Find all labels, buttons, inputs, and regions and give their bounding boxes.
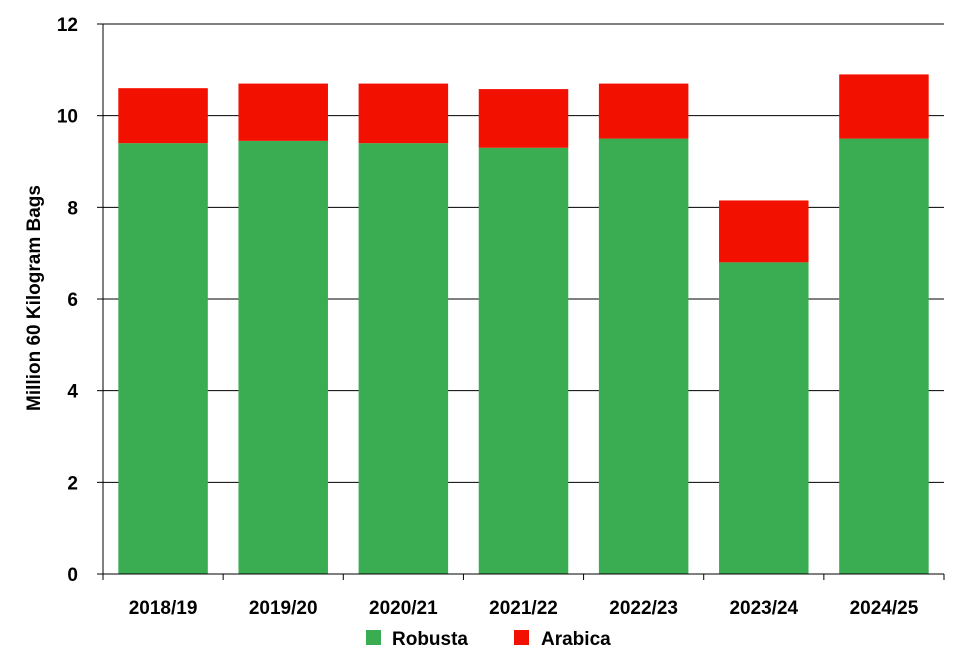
bar-arabica-2019-20 [238,83,328,141]
y-tick-label: 12 [57,15,78,36]
y-tick-labels: 0 2 4 6 8 10 12 [57,15,79,586]
legend: Robusta Arabica [366,629,611,650]
bar-robusta-2024-25 [839,138,929,575]
bar-arabica-2024-25 [839,74,929,139]
bar-robusta-2018-19 [118,143,208,574]
x-tick-label: 2019/20 [249,598,318,619]
x-tick-label: 2022/23 [609,598,678,619]
y-tick-label: 8 [67,198,78,219]
bar-arabica-2020-21 [358,83,449,144]
legend-swatch-arabica [514,630,529,645]
y-tick-label: 6 [67,290,78,311]
y-axis-title: Million 60 Kilogram Bags [24,185,45,411]
bar-robusta-2020-21 [358,143,449,574]
x-tick-label: 2023/24 [729,598,798,619]
x-tick-labels: 2018/19 2019/20 2020/21 2021/22 2022/23 2023/… [129,598,919,619]
bars [118,74,929,575]
x-tick-label: 2021/22 [489,598,558,619]
x-tick-label: 2018/19 [129,598,198,619]
axes [97,23,945,580]
x-tick-label: 2020/21 [369,598,438,619]
bar-robusta-2023-24 [719,262,809,574]
bar-robusta-2021-22 [478,147,569,574]
bar-robusta-2022-23 [598,138,689,575]
bar-arabica-2022-23 [598,83,689,139]
y-tick-label: 10 [57,107,78,128]
legend-label-robusta: Robusta [392,629,468,650]
y-tick-label: 2 [67,473,78,494]
y-tick-label: 0 [67,565,78,586]
bar-arabica-2018-19 [118,88,208,144]
x-tick-label: 2024/25 [850,598,919,619]
y-tick-label: 4 [67,382,78,403]
legend-label-arabica: Arabica [541,629,611,650]
bar-arabica-2023-24 [719,200,809,263]
bar-arabica-2021-22 [478,89,569,148]
bar-robusta-2019-20 [238,140,328,574]
legend-swatch-robusta [366,630,381,645]
